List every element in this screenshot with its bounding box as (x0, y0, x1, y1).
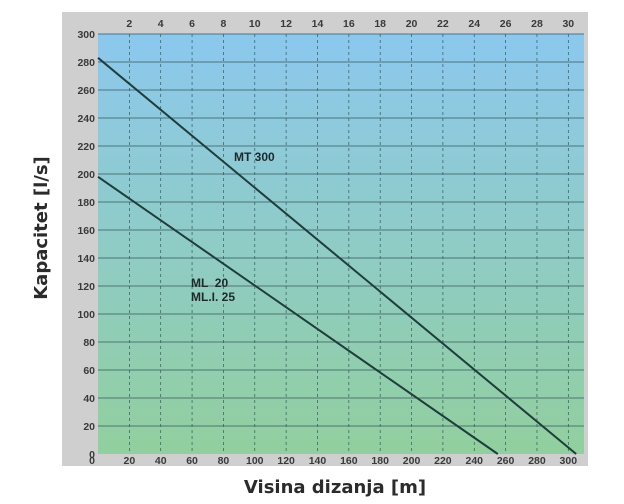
series-lines (97, 57, 577, 455)
x-tick-label: 300 (560, 455, 578, 467)
y-tick-label: 140 (77, 253, 95, 265)
x-tick-label: 240 (465, 455, 483, 467)
x-top-tick-label: 10 (249, 18, 261, 30)
x-top-tick-label: 26 (500, 18, 512, 30)
x-top-tick-label: 14 (312, 18, 324, 30)
y-tick-label: 220 (77, 141, 95, 153)
y-tick-label: 240 (77, 113, 95, 125)
x-tick-label: 220 (434, 455, 452, 467)
series-line-0 (97, 57, 577, 455)
series-label-mt300: MT 300 (234, 150, 275, 164)
x-top-tick-label: 22 (437, 18, 449, 30)
x-tick-label: 120 (277, 455, 295, 467)
x-tick-label: 20 (124, 455, 136, 467)
series-line-1 (97, 175, 499, 455)
series-label-ml20: ML 20 (191, 276, 228, 290)
series-label-mli25: ML.I. 25 (191, 290, 235, 304)
x-top-tick-label: 6 (189, 18, 195, 30)
grid (98, 33, 584, 454)
x-top-tick-label: 28 (531, 18, 543, 30)
x-top-tick-label: 24 (468, 18, 480, 30)
x-tick-label: 200 (403, 455, 421, 467)
x-axis-label: Visina dizanja [m] (244, 477, 426, 498)
x-top-tick-label: 20 (406, 18, 418, 30)
x-tick-label: 280 (528, 455, 546, 467)
y-tick-label: 280 (77, 57, 95, 69)
x-top-tick-label: 4 (158, 18, 164, 30)
y-tick-label: 180 (77, 197, 95, 209)
x-tick-label: 160 (340, 455, 358, 467)
tick-labels: 0204060801001201401601802002202402602803… (77, 18, 577, 467)
x-tick-label: 140 (309, 455, 327, 467)
x-tick-label: 80 (218, 455, 230, 467)
x-top-tick-label: 16 (343, 18, 355, 30)
x-tick-label: 180 (371, 455, 389, 467)
y-tick-label: 0 (89, 449, 95, 461)
y-tick-label: 120 (77, 281, 95, 293)
x-tick-label: 100 (246, 455, 264, 467)
x-tick-label: 40 (155, 455, 167, 467)
x-top-tick-label: 30 (562, 18, 574, 30)
y-tick-label: 260 (77, 85, 95, 97)
y-tick-label: 40 (83, 393, 95, 405)
x-tick-label: 0 (89, 455, 95, 467)
plot-area (98, 34, 584, 454)
y-tick-label: 300 (77, 29, 95, 41)
x-top-tick-label: 18 (374, 18, 386, 30)
x-top-tick-label: 2 (126, 18, 132, 30)
x-top-tick-label: 12 (280, 18, 292, 30)
y-tick-label: 200 (77, 169, 95, 181)
y-axis-label: Kapacitet [l/s] (31, 156, 52, 300)
y-tick-label: 60 (83, 365, 95, 377)
x-tick-label: 260 (497, 455, 515, 467)
y-tick-label: 160 (77, 225, 95, 237)
x-tick-label: 60 (186, 455, 198, 467)
y-tick-label: 20 (83, 421, 95, 433)
y-tick-label: 80 (83, 337, 95, 349)
y-tick-label: 100 (77, 309, 95, 321)
x-top-tick-label: 8 (220, 18, 226, 30)
